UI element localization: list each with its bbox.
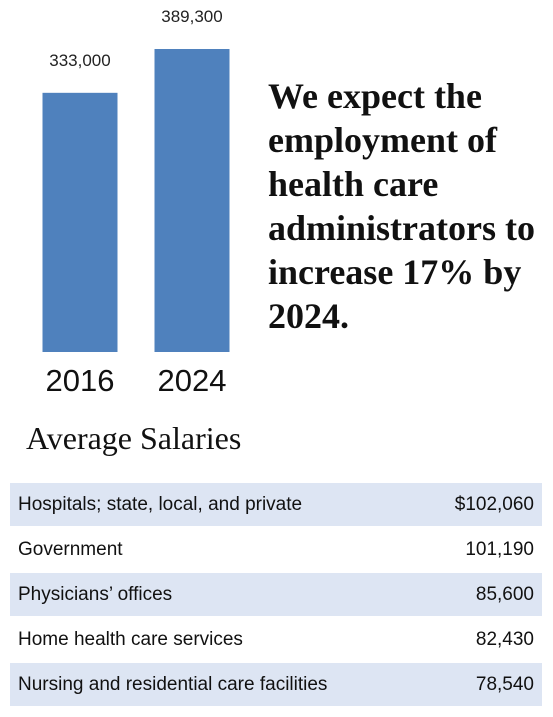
table-row: Hospitals; state, local, and private $10… bbox=[10, 483, 542, 528]
table-row: Nursing and residential care facilities … bbox=[10, 662, 542, 708]
bar-value-label: 389,300 bbox=[161, 7, 222, 26]
row-label: Government bbox=[10, 527, 422, 573]
table-row: Home health care services 82,430 bbox=[10, 617, 542, 663]
table-row: Physicians’ offices 85,600 bbox=[10, 572, 542, 618]
row-value: 85,600 bbox=[421, 572, 542, 618]
average-salaries-title: Average Salaries bbox=[26, 420, 242, 456]
bar-value-label: 333,000 bbox=[49, 51, 110, 70]
category-label: 2024 bbox=[158, 363, 227, 398]
row-label: Hospitals; state, local, and private bbox=[10, 483, 422, 528]
headline: We expect the employment of health care … bbox=[268, 76, 535, 336]
category-label: 2016 bbox=[46, 363, 115, 398]
row-value: 78,540 bbox=[421, 662, 542, 708]
row-label: Physicians’ offices bbox=[10, 572, 422, 618]
salary-table: Hospitals; state, local, and private $10… bbox=[10, 483, 542, 708]
row-value: 82,430 bbox=[421, 617, 542, 663]
row-value: 101,190 bbox=[421, 527, 542, 573]
row-label: Nursing and residential care facilities bbox=[10, 662, 422, 708]
bar-2024 bbox=[154, 49, 230, 352]
table-row: Government 101,190 bbox=[10, 527, 542, 573]
employment-bar-chart: 333,000 2016 389,300 2024 bbox=[42, 7, 230, 398]
row-label: Home health care services bbox=[10, 617, 422, 663]
bar-2016 bbox=[42, 92, 118, 352]
row-value: $102,060 bbox=[421, 483, 542, 528]
